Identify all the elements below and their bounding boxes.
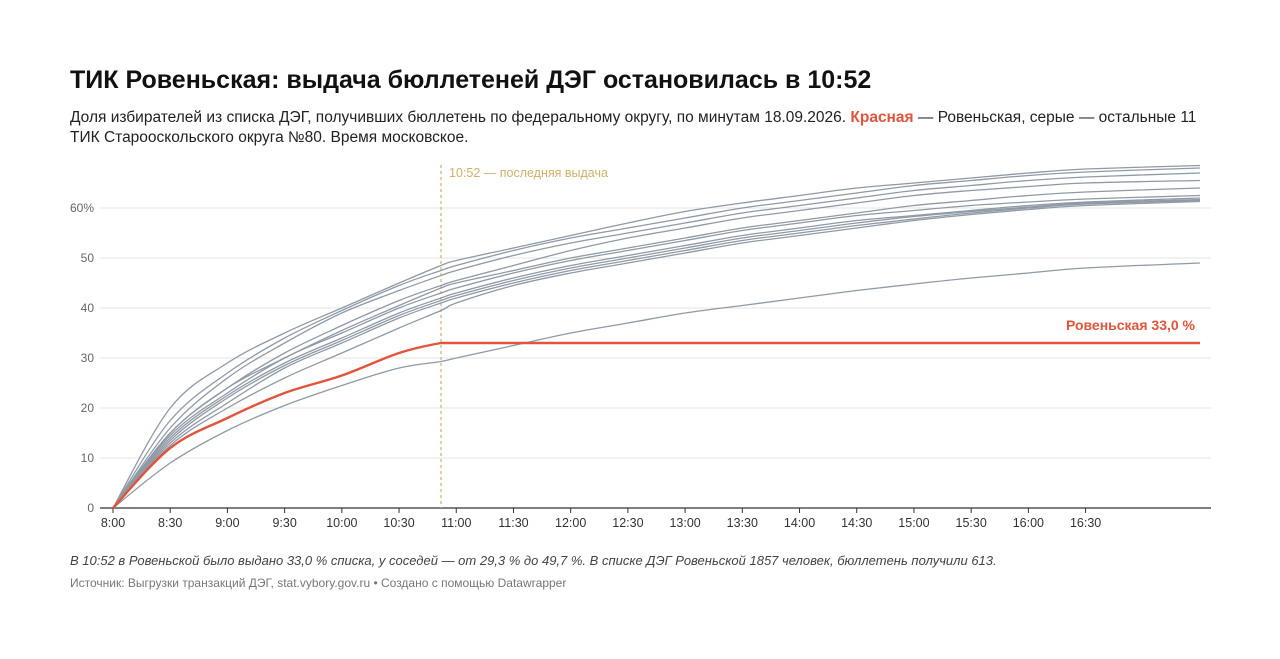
x-tick-label: 14:30	[841, 516, 872, 530]
highlight-series-label: Ровеньская 33,0 %	[1066, 317, 1196, 333]
chart-subtitle: Доля избирателей из списка ДЭГ, получивш…	[70, 108, 1220, 148]
y-tick-label: 40	[81, 301, 95, 315]
x-tick-label: 11:00	[441, 516, 471, 530]
series-line-other	[112, 179, 1201, 509]
x-tick-label: 10:30	[383, 516, 414, 530]
series-line-other	[112, 262, 1201, 509]
y-tick-label: 50	[81, 251, 95, 265]
series-line-other	[112, 197, 1201, 509]
y-tick-label: 0	[87, 501, 94, 515]
y-tick-label: 60%	[70, 201, 94, 215]
x-tick-label: 13:30	[727, 516, 758, 530]
series-line-other	[112, 198, 1201, 509]
line-chart: 0 10 20 30 40 50 60% 8:00 8:30 9:00 9:30 10:00 10:3…	[70, 164, 1211, 530]
x-tick-label: 13:00	[669, 516, 700, 530]
x-tick-label: 8:30	[158, 516, 182, 530]
other-series	[112, 164, 1201, 509]
x-tick-label: 15:30	[956, 516, 987, 530]
chart-source: Источник: Выгрузки транзакций ДЭГ, stat.…	[70, 576, 567, 590]
series-line-other	[112, 167, 1201, 509]
chart-note: В 10:52 в Ровеньской было выдано 33,0 % …	[70, 553, 997, 568]
series-line-other	[112, 194, 1201, 509]
x-tick-label: 14:00	[784, 516, 815, 530]
x-tick-label: 12:30	[612, 516, 643, 530]
highlight-series: Ровеньская 33,0 %	[112, 317, 1200, 509]
x-tick-label: 9:30	[272, 516, 296, 530]
series-line-other	[112, 200, 1201, 509]
x-tick-label: 8:00	[101, 516, 125, 530]
x-tick-label: 16:30	[1070, 516, 1101, 530]
x-tick-label: 9:00	[215, 516, 239, 530]
x-tick-label: 15:00	[898, 516, 929, 530]
chart-title: ТИК Ровеньская: выдача бюллетеней ДЭГ ос…	[70, 66, 872, 94]
x-tick-label: 16:00	[1013, 516, 1044, 530]
x-tick-label: 11:30	[498, 516, 528, 530]
y-tick-label: 20	[81, 401, 95, 415]
series-line-highlight	[112, 341, 1200, 509]
series-line-other	[112, 164, 1201, 509]
annotation-label: 10:52 — последняя выдача	[449, 166, 608, 180]
series-line-other	[112, 199, 1201, 509]
grid	[100, 207, 1211, 459]
subtitle-text-rest: — Ровеньская, серые — остальные 11 ТИК С…	[70, 109, 1197, 146]
y-tick-label: 30	[81, 351, 95, 365]
subtitle-text: Доля избирателей из списка ДЭГ, получивш…	[70, 109, 847, 126]
x-tick-label: 10:00	[326, 516, 357, 530]
annotations: 10:52 — последняя выдача	[440, 165, 608, 508]
x-tick-label: 12:00	[555, 516, 586, 530]
series-line-other	[112, 172, 1201, 509]
y-axis: 0 10 20 30 40 50 60%	[70, 201, 94, 515]
y-tick-label: 10	[81, 451, 95, 465]
subtitle-accent: Красная	[850, 109, 914, 126]
x-axis: 8:00 8:30 9:00 9:30 10:00 10:30 11:00 11:30 12:0…	[100, 507, 1211, 530]
